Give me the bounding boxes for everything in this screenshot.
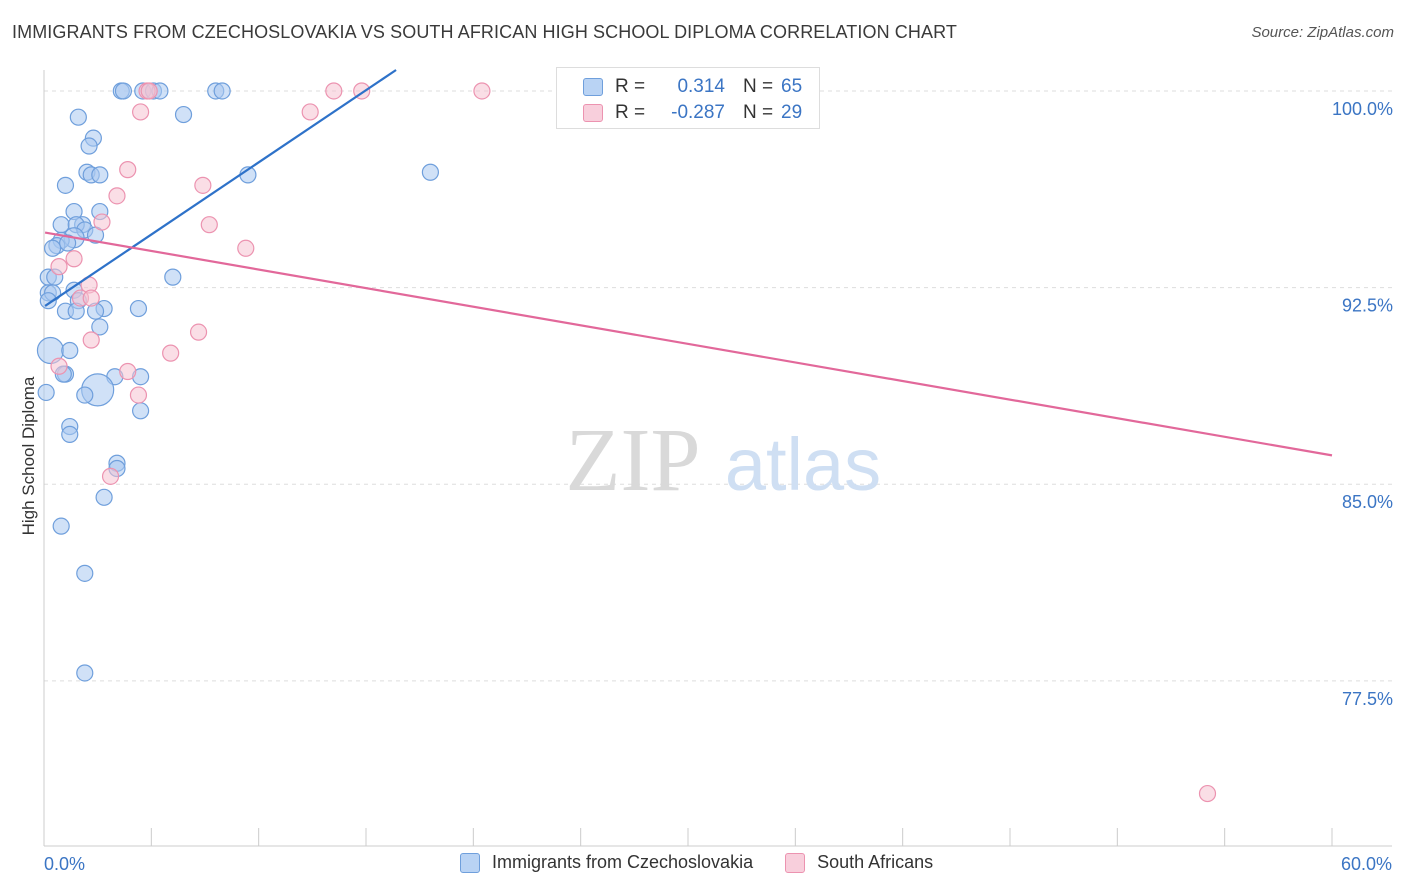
- legend-row-czechoslovakia: R = 0.314 N = 65: [583, 75, 802, 99]
- y-tick-label: 77.5%: [1342, 689, 1393, 709]
- legend-item-south-africans[interactable]: South Africans: [785, 852, 933, 873]
- data-point-czechoslovakia: [56, 176, 75, 194]
- x-tick-labels: 0.0% 60.0%: [44, 854, 1392, 874]
- data-point-czechoslovakia: [37, 383, 55, 402]
- watermark-atlas: atlas: [725, 423, 881, 506]
- data-point-czechoslovakia: [43, 239, 62, 257]
- data-point-south-africans: [101, 467, 120, 485]
- x-tick-label: 60.0%: [1341, 854, 1392, 874]
- data-point-czechoslovakia: [164, 268, 182, 286]
- data-point-czechoslovakia: [61, 341, 79, 360]
- legend-n-value: 65: [781, 76, 803, 97]
- data-point-south-africans: [325, 82, 343, 100]
- legend-swatch-pink: [785, 852, 806, 873]
- data-point-czechoslovakia: [91, 166, 109, 184]
- y-tick-label: 92.5%: [1342, 296, 1393, 316]
- data-point-czechoslovakia: [52, 517, 70, 535]
- legend-item-czechoslovakia[interactable]: Immigrants from Czechoslovakia: [460, 852, 753, 873]
- watermark-zip: ZIP: [566, 411, 701, 510]
- trend-line-south-africans: [44, 231, 1333, 457]
- data-point-czechoslovakia: [129, 299, 148, 318]
- data-point-south-africans: [82, 289, 100, 307]
- legend-swatch-pink: [583, 104, 603, 122]
- data-point-south-africans: [189, 323, 208, 341]
- data-point-south-africans: [50, 258, 68, 276]
- data-point-czechoslovakia: [76, 664, 94, 682]
- data-point-czechoslovakia: [59, 234, 77, 252]
- data-point-south-africans: [140, 82, 158, 100]
- series-legend: Immigrants from Czechoslovakia South Afr…: [460, 852, 965, 873]
- data-point-czechoslovakia: [91, 318, 109, 336]
- legend-swatch-blue: [460, 852, 480, 873]
- y-tick-labels: 100.0% 92.5% 85.0% 77.5%: [1332, 99, 1393, 709]
- data-point-czechoslovakia: [114, 82, 133, 100]
- legend-r-value: -0.287: [671, 102, 725, 123]
- data-point-south-africans: [132, 103, 150, 121]
- series-czechoslovakia: [36, 82, 439, 682]
- data-point-south-africans: [162, 344, 180, 362]
- chart-title: IMMIGRANTS FROM CZECHOSLOVAKIA VS SOUTH …: [12, 22, 957, 42]
- legend-n-value: 29: [781, 102, 803, 123]
- data-point-south-africans: [200, 216, 218, 234]
- data-point-czechoslovakia: [69, 108, 87, 126]
- legend-r-value: 0.314: [677, 76, 725, 97]
- legend-n-label: N =: [743, 102, 774, 123]
- data-point-czechoslovakia: [76, 564, 94, 582]
- legend-label: Immigrants from Czechoslovakia: [492, 852, 754, 872]
- y-tick-label: 85.0%: [1342, 492, 1393, 512]
- source-credit: Source: ZipAtlas.com: [1251, 24, 1394, 41]
- data-point-south-africans: [473, 82, 491, 100]
- data-point-czechoslovakia: [80, 137, 98, 155]
- data-point-czechoslovakia: [421, 163, 439, 181]
- data-point-czechoslovakia: [39, 292, 57, 310]
- data-point-south-africans: [108, 187, 126, 205]
- data-point-czechoslovakia: [174, 105, 193, 124]
- data-point-czechoslovakia: [132, 402, 150, 420]
- data-point-south-africans: [119, 161, 137, 179]
- data-point-czechoslovakia: [213, 82, 231, 100]
- trend-lines: [44, 69, 1333, 457]
- legend-label: South Africans: [817, 852, 934, 872]
- x-tick-label: 0.0%: [44, 854, 85, 874]
- trend-line-czechoslovakia: [44, 69, 397, 307]
- data-point-czechoslovakia: [76, 386, 94, 404]
- data-point-south-africans: [194, 176, 212, 194]
- data-point-south-africans: [1198, 784, 1217, 803]
- legend-n-label: N =: [743, 76, 774, 97]
- data-point-south-africans: [65, 250, 83, 268]
- data-point-south-africans: [82, 331, 100, 349]
- data-point-czechoslovakia: [61, 425, 79, 444]
- y-tick-label: 100.0%: [1332, 99, 1393, 119]
- data-point-south-africans: [50, 357, 68, 375]
- data-point-south-africans: [301, 103, 319, 121]
- data-point-czechoslovakia: [95, 488, 113, 506]
- legend-row-south-africans: R = -0.287 N = 29: [583, 101, 802, 125]
- watermark: ZIP atlas: [566, 411, 882, 510]
- axes: [43, 70, 1392, 847]
- data-point-south-africans: [93, 213, 111, 231]
- data-point-south-africans: [119, 362, 137, 381]
- legend-r-label: R =: [615, 76, 646, 97]
- data-point-south-africans: [237, 239, 255, 257]
- legend-r-label: R =: [615, 102, 646, 123]
- stats-legend: R = 0.314 N = 65 R = -0.287 N = 29: [556, 67, 820, 129]
- legend-swatch-blue: [583, 78, 603, 96]
- data-point-south-africans: [129, 386, 148, 404]
